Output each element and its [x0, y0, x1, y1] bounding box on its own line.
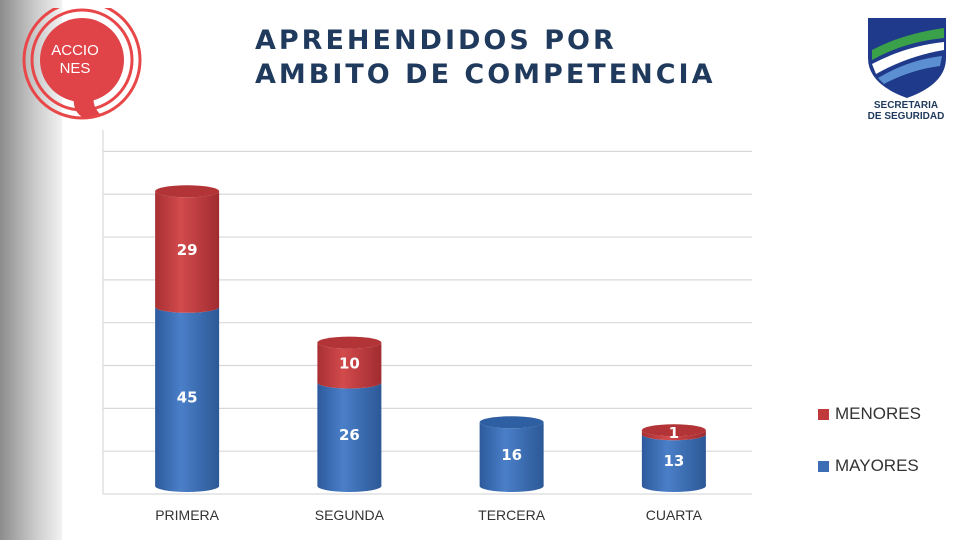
secretaria-logo-text: SECRETARIA DE SEGURIDAD [858, 100, 954, 122]
bar-mayores-cuarta [641, 434, 706, 492]
bar-menores-cuarta [641, 424, 706, 441]
bar-mayores-primera-body [155, 306, 220, 492]
value-label-mayores: 45 [177, 388, 198, 406]
bars-layer [155, 185, 706, 492]
title-line-2: AMBITO DE COMPETENCIA [255, 59, 716, 90]
bar-menores-primera-top [155, 185, 220, 198]
secretaria-line-1: SECRETARIA [873, 100, 939, 111]
legend-menores-swatch [818, 409, 829, 420]
bar-mayores-tercera-body [479, 422, 544, 492]
bar-menores-cuarta-top [641, 424, 706, 437]
bar-menores-primera [155, 185, 220, 313]
bar-mayores-tercera [479, 416, 544, 492]
bar-menores-segunda [317, 336, 382, 389]
legend-mayores: MAYORES [818, 456, 919, 476]
labels-layer: 45 29 PRIMERA 26 10 SEGUNDA 16 TERCERA 13 1 CUARTA [155, 241, 702, 523]
bar-mayores-cuarta-body [641, 434, 706, 492]
x-tick-label: PRIMERA [155, 507, 219, 523]
value-label-mayores: 13 [663, 452, 684, 470]
bar-mayores-segunda [317, 382, 382, 492]
bar-mayores-segunda-body [317, 382, 382, 492]
legend-menores: MENORES [818, 404, 921, 424]
title-line-1: APREHENDIDOS POR [255, 25, 617, 56]
bar-menores-segunda-body [317, 342, 382, 389]
value-label-menores: 29 [177, 241, 198, 259]
legend-mayores-swatch [818, 461, 829, 472]
secretaria-shield-logo [868, 18, 946, 98]
bar-mayores-tercera-top [479, 416, 544, 429]
bar-menores-segunda-top [317, 336, 382, 349]
x-tick-label: TERCERA [478, 507, 546, 523]
acciones-logo-text: ACCIO NES [51, 42, 99, 77]
bar-menores-primera-body [155, 191, 220, 313]
secretaria-line-2: DE SEGURIDAD [867, 111, 945, 122]
legend-menores-label: MENORES [835, 404, 921, 423]
x-tick-label: SEGUNDA [315, 507, 385, 523]
bar-menores-cuarta-body [641, 430, 706, 441]
bar-mayores-primera [155, 306, 220, 492]
page-title: APREHENDIDOS POR AMBITO DE COMPETENCIA [255, 24, 716, 92]
x-tick-label: CUARTA [646, 507, 703, 523]
value-label-menores: 1 [669, 424, 679, 442]
value-label-menores: 10 [339, 355, 360, 373]
legend-mayores-label: MAYORES [835, 456, 919, 475]
acciones-logo [22, 8, 142, 120]
value-label-mayores: 16 [501, 446, 522, 464]
value-label-mayores: 26 [339, 426, 360, 444]
